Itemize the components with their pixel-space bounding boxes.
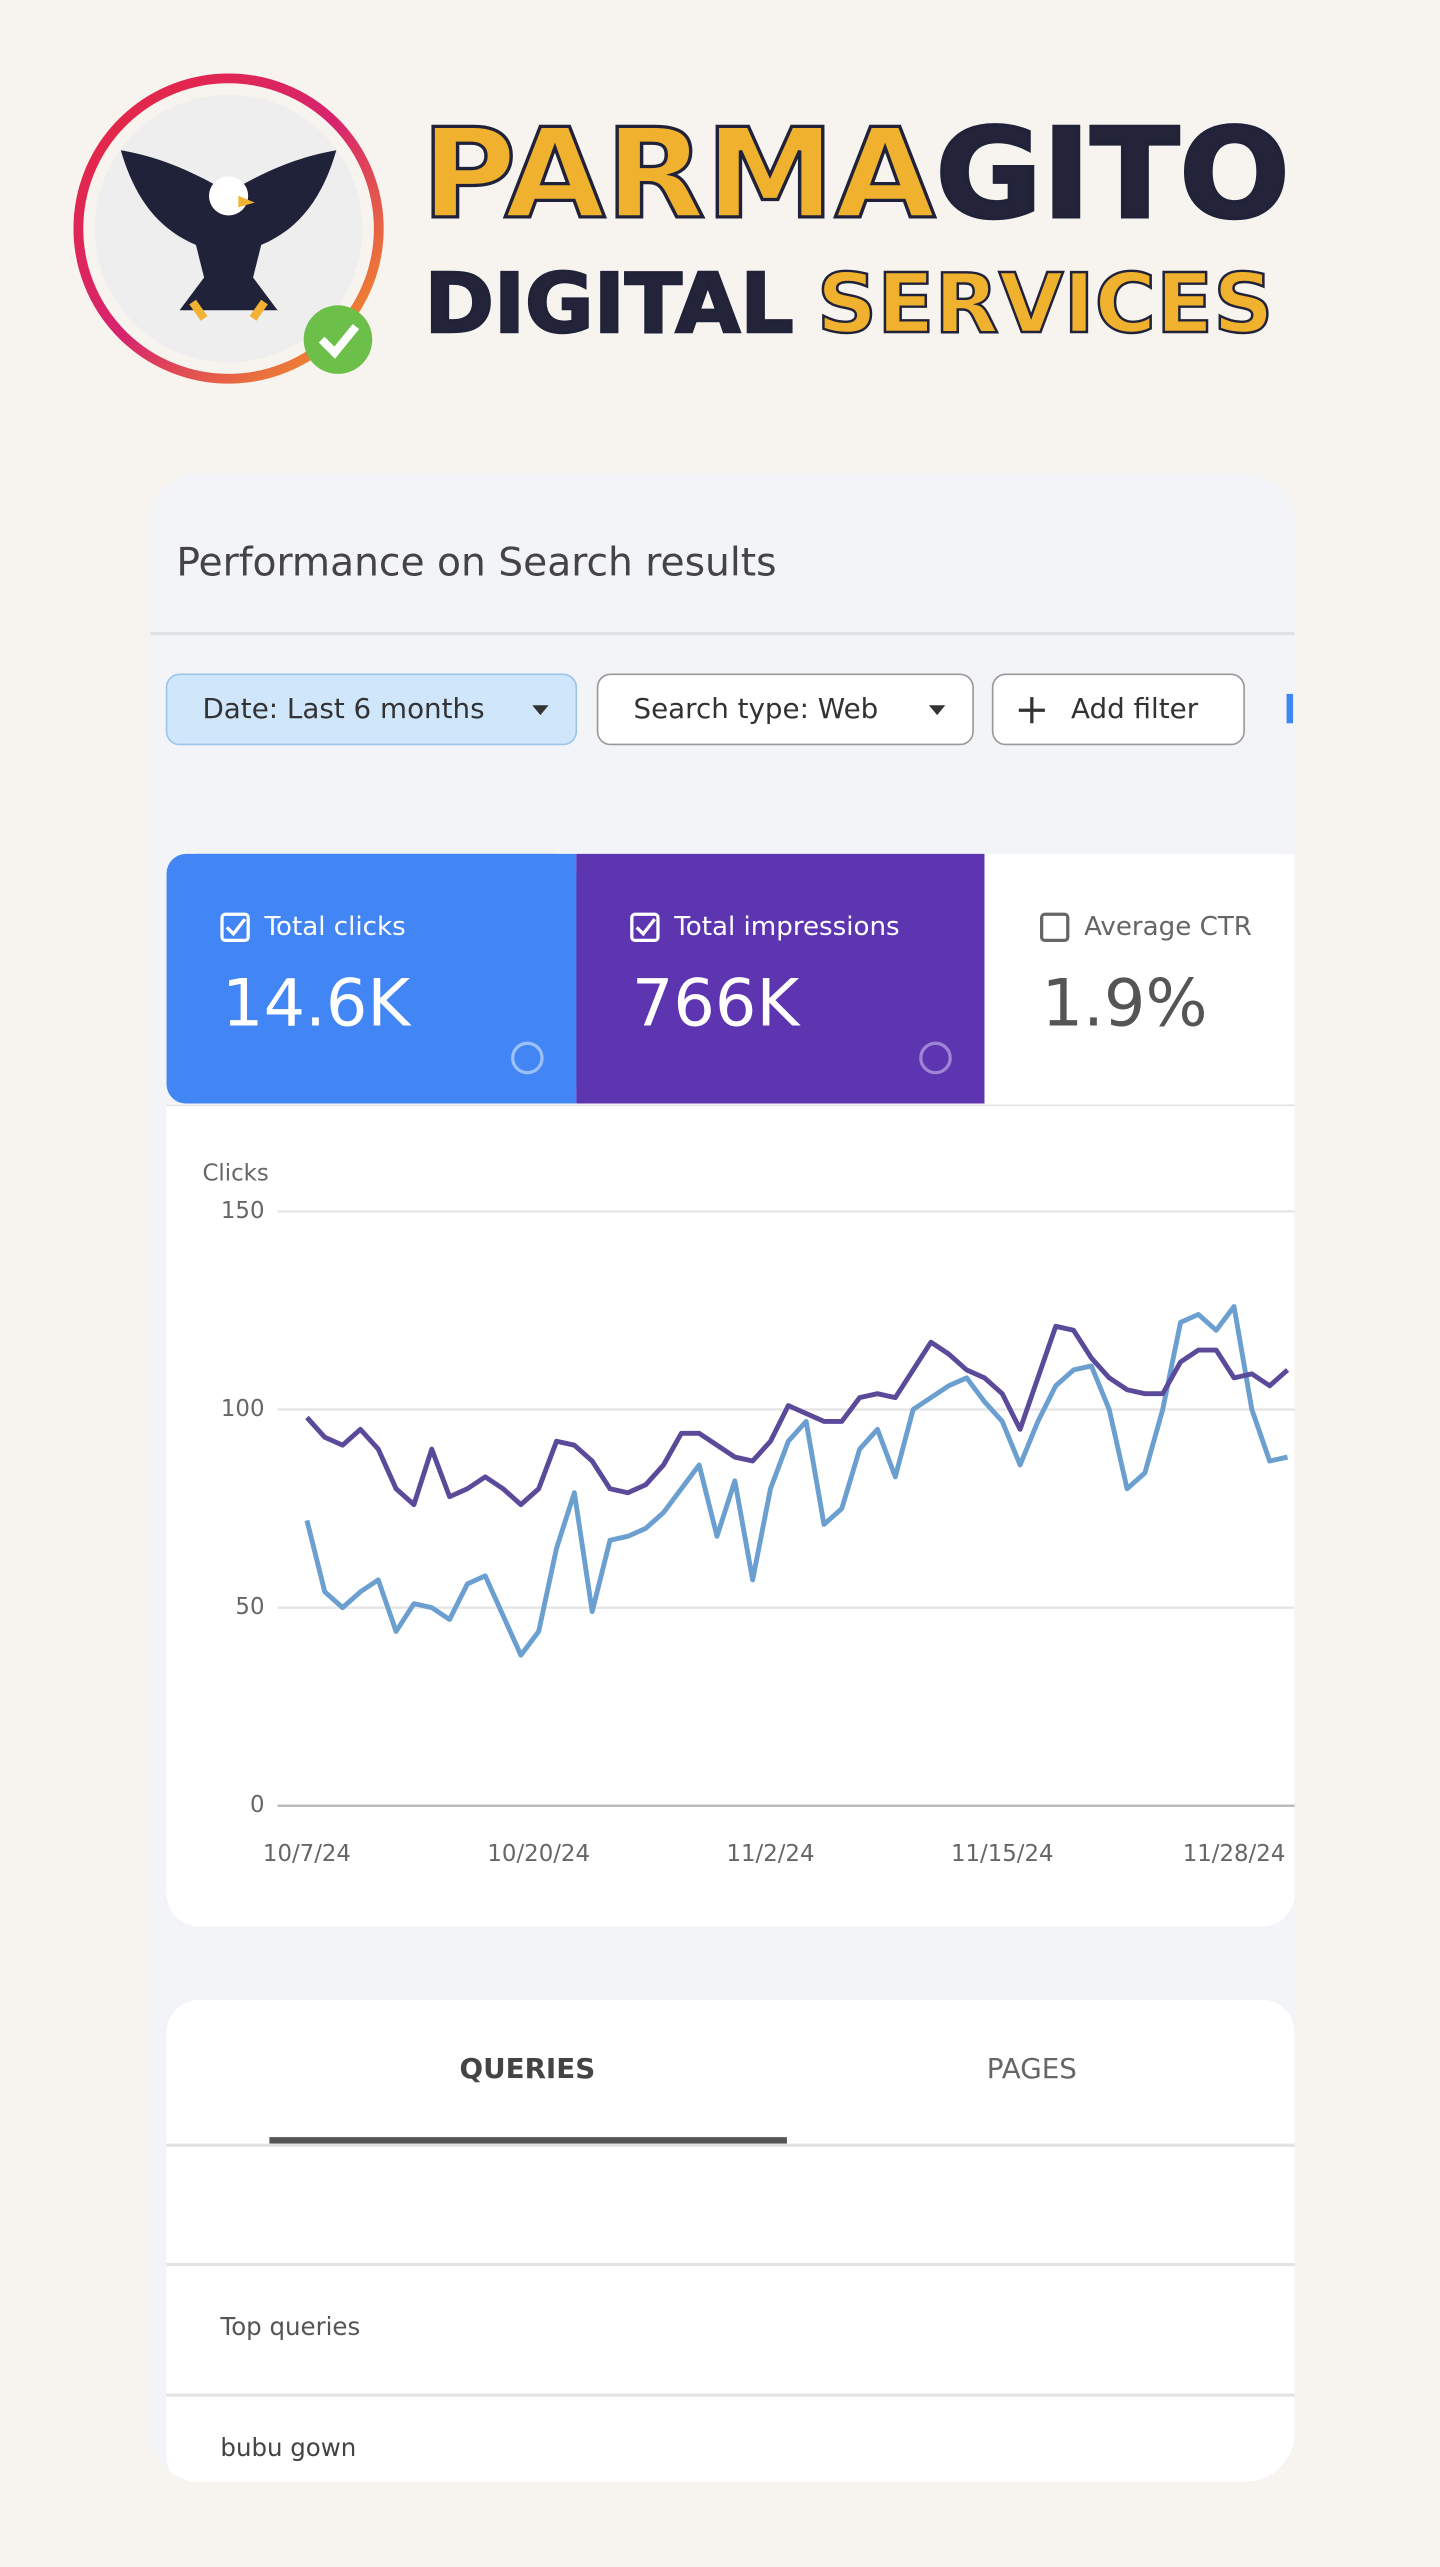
tab[interactable]: PAGES xyxy=(987,2052,1077,2085)
brand-part: PARMA xyxy=(421,103,935,247)
x-tick-label: 10/20/24 xyxy=(487,1841,590,1867)
series-line xyxy=(304,1304,1289,1658)
filter-chip[interactable] xyxy=(165,673,578,746)
metric-card[interactable] xyxy=(984,853,1295,1104)
filter-label: Add filter xyxy=(1071,692,1199,725)
y-tick-label: 100 xyxy=(221,1396,265,1422)
tab[interactable]: QUERIES xyxy=(459,2052,595,2085)
brand-part: GITO xyxy=(935,103,1289,247)
metric-card[interactable] xyxy=(576,853,985,1104)
brand-part: DIGITAL xyxy=(424,258,793,353)
metric-label: Total clicks xyxy=(263,912,405,942)
table-row[interactable]: bubu gown xyxy=(220,2433,356,2462)
x-tick-label: 11/28/24 xyxy=(1183,1841,1286,1867)
metric-value: 1.9% xyxy=(1042,965,1208,1041)
metric-label: Total impressions xyxy=(673,912,899,942)
metric-value: 766K xyxy=(632,965,802,1041)
chart-panel xyxy=(166,1103,1295,1927)
plot: 0 50 100 150 10/7/24 10/20/24 11/2/24 11/15/24 1… xyxy=(221,1198,1295,1867)
filter-label: Search type: Web xyxy=(633,692,878,725)
y-axis-label: Clicks xyxy=(202,1160,268,1186)
series-line xyxy=(305,1323,1290,1508)
filter-label: Date: Last 6 months xyxy=(202,692,484,725)
tab-indicator xyxy=(269,2137,787,2144)
metric-value: 14.6K xyxy=(222,965,412,1041)
y-tick-label: 150 xyxy=(221,1198,265,1224)
card-title: Performance on Search results xyxy=(176,540,776,585)
filter-chip[interactable] xyxy=(991,673,1245,746)
filter-chip[interactable] xyxy=(596,673,974,746)
tabs-panel xyxy=(166,1999,1295,2482)
card: Performance on Search results Date: Last… xyxy=(150,473,1295,2482)
brand-part: SERVICES xyxy=(817,258,1274,353)
y-tick-label: 50 xyxy=(235,1594,264,1620)
brand-title: PARMA GITO xyxy=(421,103,1290,247)
x-tick-label: 11/15/24 xyxy=(951,1841,1054,1867)
logo xyxy=(73,73,384,384)
y-tick-label: 0 xyxy=(250,1792,265,1818)
x-tick-label: 10/7/24 xyxy=(263,1841,351,1867)
table-header: Top queries xyxy=(219,2312,360,2341)
x-tick-label: 11/2/24 xyxy=(726,1841,814,1867)
metric-label: Average CTR xyxy=(1084,912,1252,942)
brand-subtitle: DIGITAL SERVICES xyxy=(424,258,1273,353)
